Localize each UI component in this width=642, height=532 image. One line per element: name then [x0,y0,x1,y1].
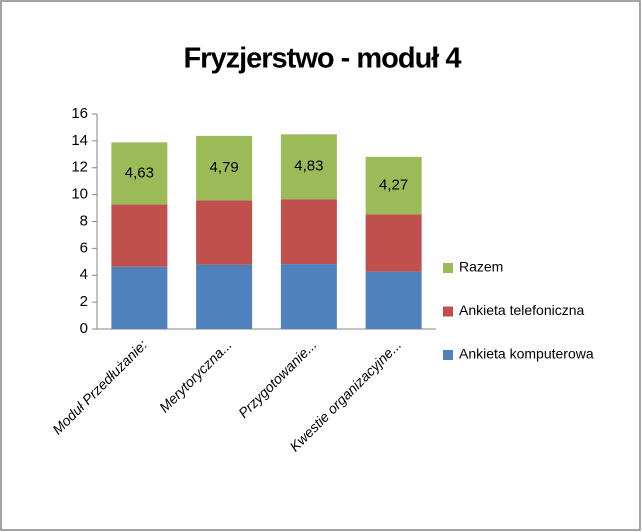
y-tick-label: 0 [80,320,88,337]
data-label: 4,63 [125,164,154,181]
data-label: 4,79 [210,159,239,176]
data-label: 4,27 [379,177,408,194]
bar-segment [280,199,337,265]
legend-swatch [443,350,453,360]
y-tick-label: 10 [71,186,88,203]
y-tick-label: 12 [71,159,88,176]
legend-label: Ankieta telefoniczna [459,302,585,318]
chart-title: Fryzjerstwo - moduł 4 [183,43,461,75]
y-tick-label: 4 [80,266,88,283]
bar-segment [365,214,422,272]
bar-segment [280,264,337,329]
bar-segment [365,156,422,215]
y-tick-label: 16 [71,105,88,122]
y-tick-label: 2 [80,293,88,310]
legend-label: Razem [459,259,503,275]
bar-segment [365,271,422,329]
legend-swatch [443,306,453,317]
y-tick-label: 8 [80,212,88,229]
bar-segment [280,134,337,200]
y-tick-label: 14 [71,132,88,149]
bar-segment [111,142,168,205]
y-tick-label: 6 [80,239,88,256]
bar-segment [111,266,168,329]
legend-label: Ankieta komputerowa [459,346,594,362]
bar-segment [196,264,253,329]
bar-segment [111,204,168,267]
bar-segment [196,135,253,201]
legend-swatch [443,263,453,273]
bar-segment [196,200,253,265]
data-label: 4,83 [294,158,323,175]
